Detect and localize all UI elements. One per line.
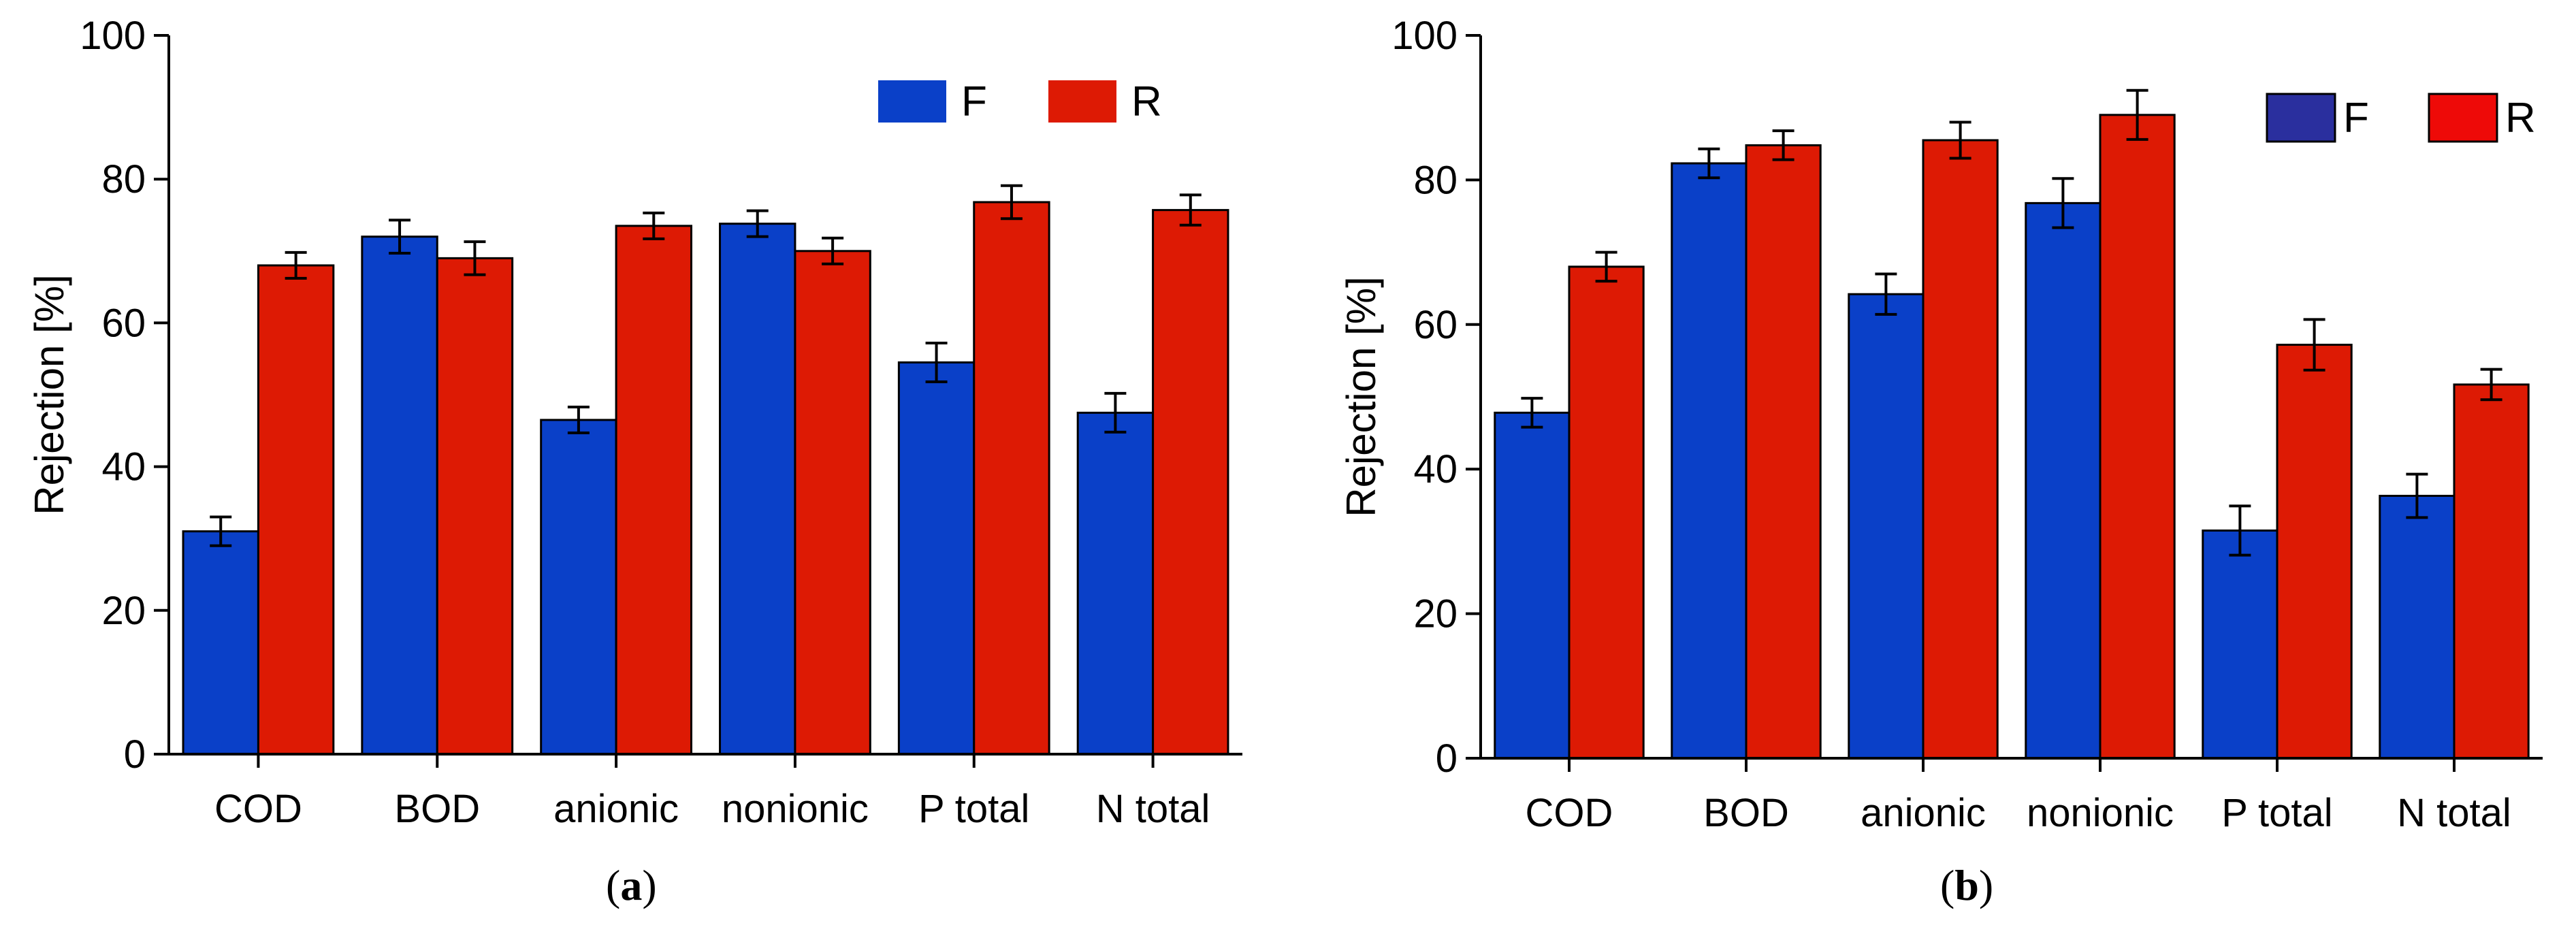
error-bar-b-R-5 xyxy=(2480,368,2502,402)
x-tick-label-a-1: BOD xyxy=(394,787,480,831)
y-tick-label-a-2: 40 xyxy=(101,445,146,489)
bar-b-R-0 xyxy=(1568,265,1645,760)
error-bar-b-R-0 xyxy=(1595,250,1617,283)
y-tick-label-a-0: 0 xyxy=(124,732,146,777)
x-tick-label-b-5: N total xyxy=(2397,791,2511,835)
error-bar-a-R-2 xyxy=(643,211,665,240)
bar-a-R-4 xyxy=(973,201,1050,756)
error-bar-b-F-0 xyxy=(1521,397,1543,429)
x-tick-label-a-5: N total xyxy=(1096,787,1210,831)
y-tick-label-b-3: 60 xyxy=(1413,303,1458,347)
x-tick-label-a-2: anionic xyxy=(553,787,679,831)
bar-a-R-1 xyxy=(436,257,514,756)
bar-b-F-1 xyxy=(1671,162,1748,760)
bar-a-F-0 xyxy=(182,530,259,756)
error-bar-a-F-5 xyxy=(1104,391,1127,434)
error-bar-b-F-5 xyxy=(2406,472,2428,519)
bar-a-F-5 xyxy=(1076,411,1155,756)
bar-a-F-2 xyxy=(540,419,617,756)
error-bar-a-F-2 xyxy=(567,405,590,434)
y-axis-title-a: Rejection [%] xyxy=(27,274,72,515)
error-bar-b-F-4 xyxy=(2229,504,2251,557)
bar-b-R-4 xyxy=(2276,344,2353,760)
y-tick-label-b-2: 40 xyxy=(1413,447,1458,491)
error-bar-a-F-0 xyxy=(210,515,232,547)
legend-swatch-b-R xyxy=(2428,93,2498,143)
error-bar-a-R-1 xyxy=(464,240,486,276)
caption-open: ( xyxy=(606,861,620,909)
error-bar-b-R-1 xyxy=(1772,129,1794,161)
panel-caption-b: (b) xyxy=(1940,861,1993,909)
bar-a-R-3 xyxy=(794,250,871,756)
panel-caption-a: (a) xyxy=(606,861,657,909)
bar-b-F-0 xyxy=(1494,411,1571,760)
bar-a-R-5 xyxy=(1152,209,1229,756)
y-tick-label-a-4: 80 xyxy=(101,157,146,201)
bar-a-F-3 xyxy=(719,223,796,756)
legend-swatch-a-R xyxy=(1048,80,1116,123)
y-tick-label-a-1: 20 xyxy=(101,589,146,633)
bar-b-R-3 xyxy=(2099,114,2176,760)
bar-b-F-3 xyxy=(2025,201,2102,760)
y-tick-label-b-1: 20 xyxy=(1413,592,1458,636)
y-tick-label-b-5: 100 xyxy=(1391,14,1458,58)
y-tick-label-a-5: 100 xyxy=(80,14,146,58)
error-bar-b-F-2 xyxy=(1875,272,1897,316)
y-axis-title-b: Rejection [%] xyxy=(1338,276,1384,517)
x-tick-label-a-3: nonionic xyxy=(722,787,869,831)
caption-letter: b xyxy=(1954,861,1979,909)
bar-a-F-4 xyxy=(897,361,976,756)
legend-label-b-F: F xyxy=(2343,95,2369,142)
x-tick-label-b-1: BOD xyxy=(1703,791,1789,835)
error-bar-b-F-1 xyxy=(1698,147,1720,180)
x-tick-label-b-4: P total xyxy=(2221,791,2332,835)
bar-b-R-2 xyxy=(1922,139,1999,760)
error-bar-a-F-3 xyxy=(746,209,769,238)
error-bar-a-F-1 xyxy=(389,218,411,255)
x-tick-label-a-0: COD xyxy=(214,787,302,831)
bar-b-R-5 xyxy=(2453,383,2530,760)
error-bar-a-R-5 xyxy=(1179,193,1202,227)
bar-a-R-0 xyxy=(257,264,335,756)
chart-panel-a: 0 20 40 60 80 100 COD BOD anionic nonionic P total… xyxy=(27,14,1242,909)
bar-a-R-2 xyxy=(615,225,692,756)
bar-b-F-2 xyxy=(1848,293,1925,760)
x-tick-label-b-3: nonionic xyxy=(2027,791,2174,835)
y-tick-label-b-0: 0 xyxy=(1436,736,1458,781)
legend-swatch-a-F xyxy=(878,80,946,123)
y-tick-label-b-4: 80 xyxy=(1413,158,1458,202)
x-tick-label-b-0: COD xyxy=(1526,791,1613,835)
legend-label-a-F: F xyxy=(961,78,987,125)
bar-b-F-4 xyxy=(2202,529,2279,760)
caption-close: ) xyxy=(1979,861,1993,909)
error-bar-a-R-4 xyxy=(1000,184,1023,221)
x-tick-label-b-2: anionic xyxy=(1861,791,1986,835)
y-tick-label-a-3: 60 xyxy=(101,301,146,345)
x-tick-label-a-4: P total xyxy=(918,787,1029,831)
legend-label-a-R: R xyxy=(1131,78,1162,125)
bar-b-R-1 xyxy=(1745,144,1822,760)
error-bar-b-R-4 xyxy=(2303,318,2325,372)
caption-open: ( xyxy=(1940,861,1954,909)
caption-letter: a xyxy=(620,861,642,909)
error-bar-a-F-4 xyxy=(925,341,948,383)
error-bar-a-R-0 xyxy=(285,250,307,280)
error-bar-b-R-2 xyxy=(1949,120,1971,160)
bar-a-F-1 xyxy=(361,236,438,756)
bar-b-F-5 xyxy=(2379,494,2456,760)
error-bar-b-F-3 xyxy=(2052,177,2074,229)
caption-close: ) xyxy=(642,861,656,909)
legend-swatch-b-F xyxy=(2266,93,2336,143)
chart-panel-b: 0 20 40 60 80 100 COD BOD anionic nonionic P total… xyxy=(1338,14,2543,909)
error-bar-a-R-3 xyxy=(822,236,844,265)
legend-label-b-R: R xyxy=(2505,95,2536,142)
error-bar-b-R-3 xyxy=(2126,88,2148,141)
